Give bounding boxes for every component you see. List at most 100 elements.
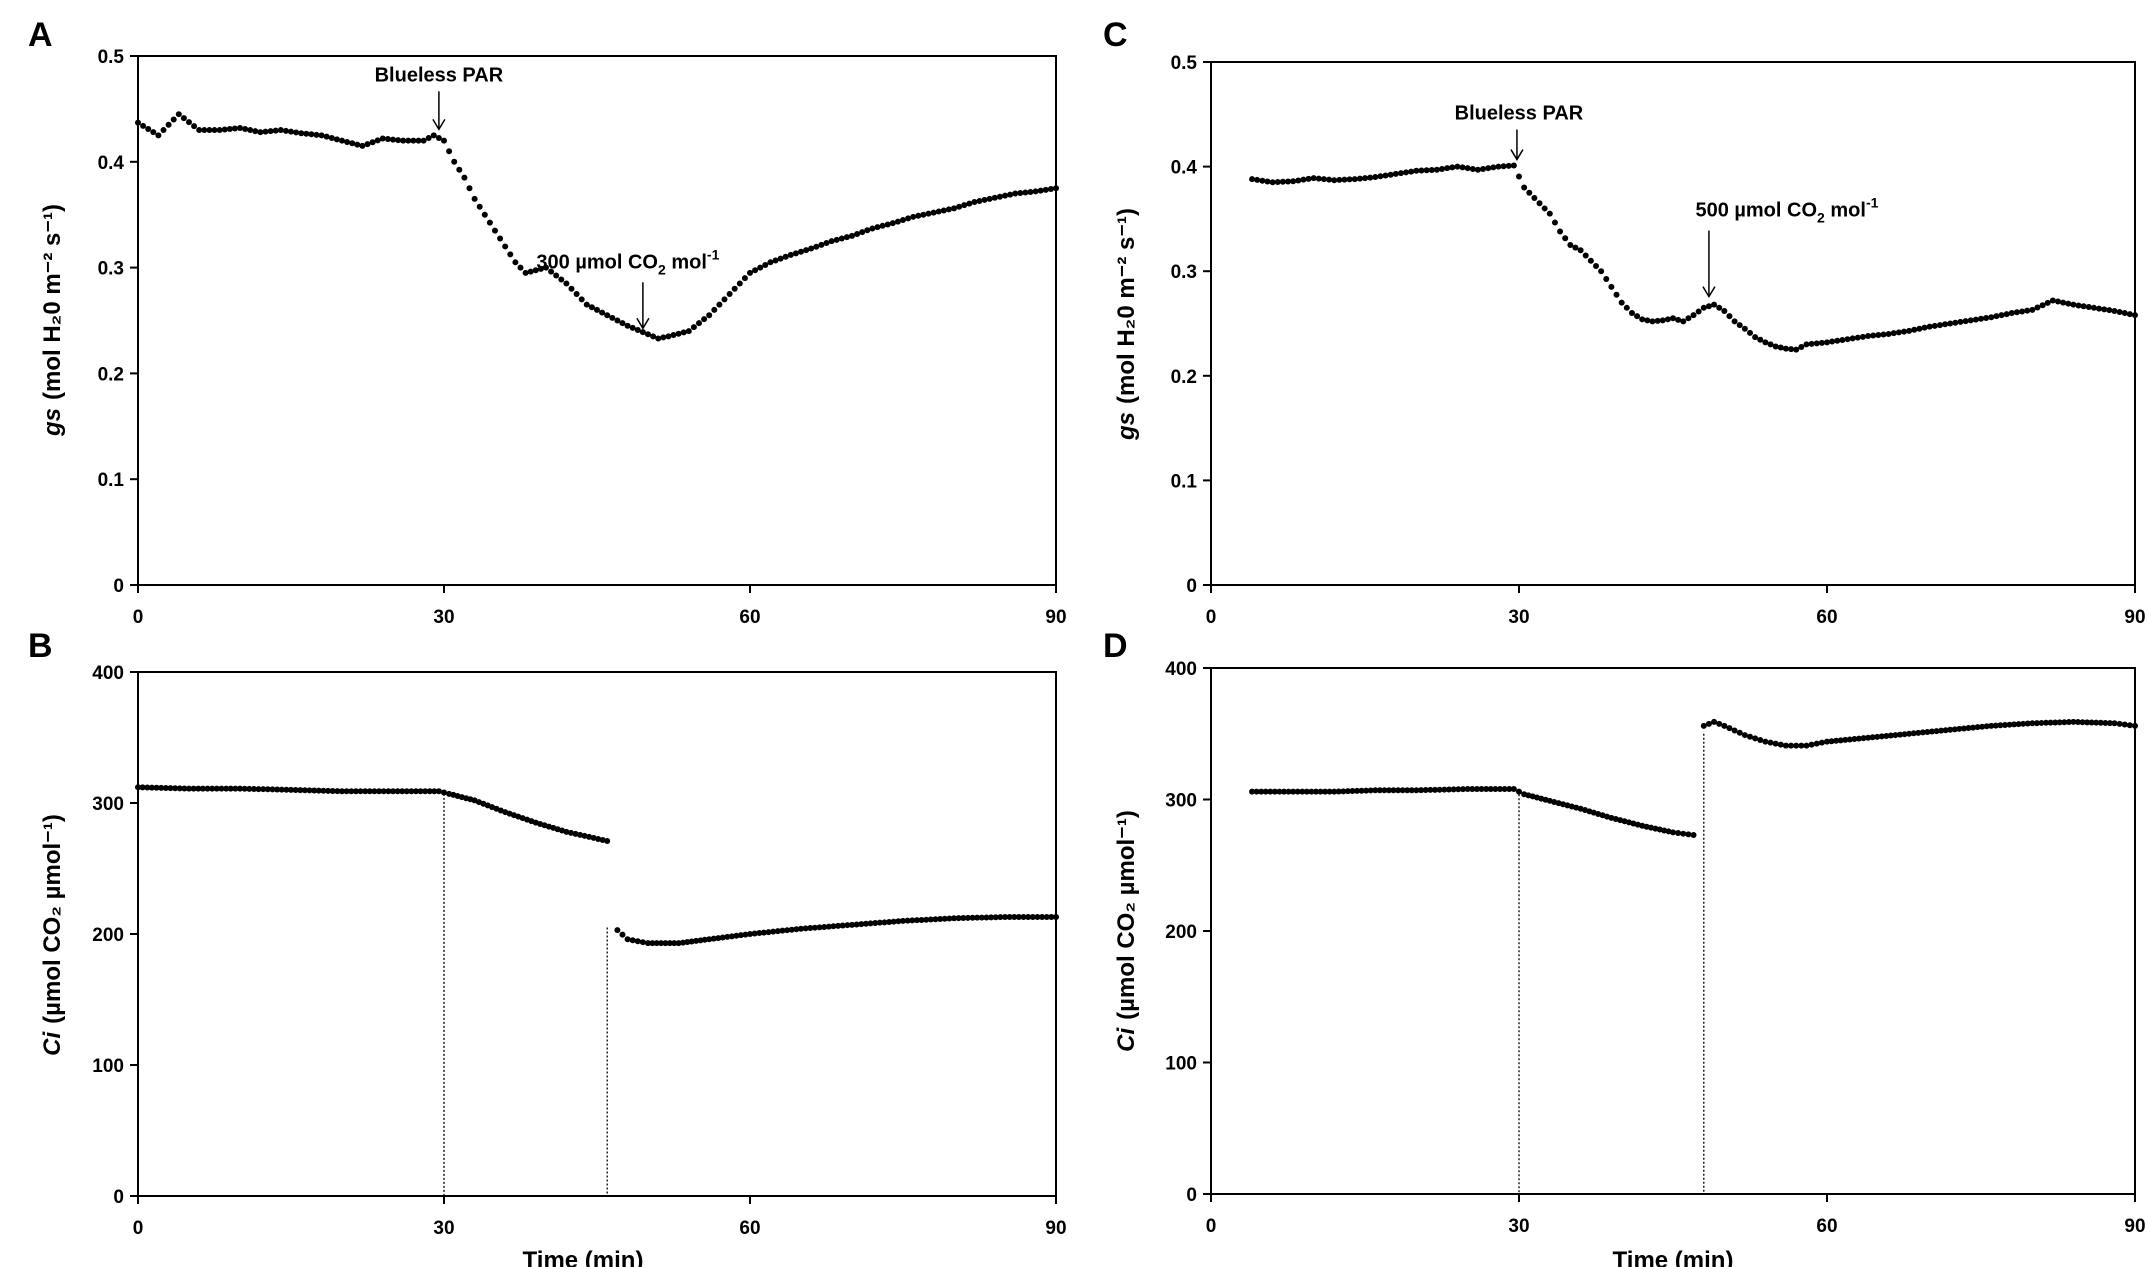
y-axis-title-d: Ci (µmol CO₂ µmol⁻¹)	[1113, 810, 1140, 1052]
data-point-a-115	[721, 296, 728, 303]
data-point-d-44	[1450, 786, 1457, 793]
data-point-b-140	[779, 927, 786, 934]
y-axis-title-a: gs (mol H₂0 m⁻² s⁻¹)	[39, 204, 66, 437]
data-point-b-1	[139, 784, 146, 791]
y-axis-c: 0 0.1 0.2 0.3 0.4 0.5	[1171, 53, 1211, 597]
data-point-c-39	[1449, 164, 1456, 171]
y-axis-title-c: gs (mol H₂0 m⁻² s⁻¹)	[1113, 208, 1140, 441]
data-point-c-131	[1921, 324, 1928, 331]
data-point-a-155	[925, 210, 932, 217]
data-point-d-108	[1752, 735, 1759, 742]
data-point-d-100	[1711, 718, 1718, 725]
data-point-c-163	[2085, 304, 2092, 311]
data-point-c-25	[1377, 173, 1384, 180]
data-point-b-158	[862, 920, 869, 927]
data-point-a-17	[221, 126, 228, 133]
data-point-d-23	[1354, 787, 1361, 794]
data-point-b-106	[624, 936, 631, 943]
data-point-d-161	[2001, 721, 2008, 728]
data-point-b-163	[886, 918, 893, 925]
data-point-b-40	[320, 787, 327, 794]
data-point-b-169	[913, 917, 920, 924]
data-point-d-128	[1851, 736, 1858, 743]
data-point-d-139	[1901, 731, 1908, 738]
data-point-d-119	[1808, 741, 1815, 748]
data-points-c	[1249, 162, 2138, 353]
data-point-c-162	[2080, 303, 2087, 310]
y-tick-label-a-2: 0.2	[98, 364, 124, 385]
data-point-d-135	[1883, 732, 1890, 739]
y-tick-label-c-4: 0.4	[1171, 158, 1198, 179]
data-point-a-99	[639, 329, 646, 336]
data-point-a-1	[140, 122, 147, 129]
data-point-c-134	[1936, 322, 1943, 329]
data-point-a-161	[956, 203, 963, 210]
data-point-c-120	[1865, 333, 1872, 340]
panel-a: A 0 0.1 0.2 0.3 0.4 0.5 0 30 60 90 gs (mol H₂0 m⁻…	[28, 16, 1067, 628]
data-point-a-8	[175, 111, 182, 118]
data-point-a-165	[976, 197, 983, 204]
data-point-a-54	[410, 137, 417, 144]
data-point-c-21	[1356, 175, 1363, 182]
data-point-a-23	[252, 128, 259, 135]
data-point-c-133	[1931, 322, 1938, 329]
data-point-b-178	[955, 915, 962, 922]
data-points-b	[135, 784, 1059, 947]
data-point-b-32	[283, 786, 290, 793]
data-point-c-159	[2065, 300, 2072, 307]
data-point-a-48	[379, 135, 386, 142]
data-point-d-166	[2024, 720, 2031, 727]
data-point-a-32	[298, 130, 305, 137]
data-point-c-91	[1716, 304, 1723, 311]
data-point-a-41	[344, 138, 351, 145]
y-tick-label-c-1: 0.1	[1171, 471, 1198, 492]
data-point-c-99	[1757, 336, 1764, 343]
data-point-b-171	[923, 916, 930, 923]
data-point-d-164	[2015, 721, 2022, 728]
data-point-a-104	[665, 333, 672, 340]
data-point-b-14	[199, 785, 206, 792]
data-point-b-153	[839, 922, 846, 929]
data-point-d-102	[1721, 722, 1728, 729]
data-point-a-172	[1012, 190, 1019, 197]
data-point-d-20	[1340, 788, 1347, 795]
data-point-c-85	[1685, 315, 1692, 322]
data-point-d-28	[1376, 787, 1383, 794]
data-point-b-114	[662, 940, 669, 947]
data-point-b-11	[186, 785, 192, 792]
data-point-b-128	[724, 933, 731, 940]
data-point-b-18	[218, 785, 225, 792]
data-point-d-156	[1979, 723, 1986, 730]
data-point-c-4	[1269, 179, 1276, 186]
data-point-b-58	[403, 788, 410, 795]
data-point-c-146	[1998, 312, 2005, 319]
data-point-c-83	[1675, 316, 1682, 323]
data-point-a-151	[905, 215, 912, 222]
data-point-a-40	[339, 137, 345, 144]
data-point-b-156	[853, 921, 860, 928]
data-point-c-148	[2008, 310, 2015, 317]
annotation-arrowhead-c-1	[1702, 286, 1716, 299]
data-point-c-70	[1608, 283, 1615, 290]
data-point-a-12	[196, 127, 203, 134]
data-point-d-9	[1290, 788, 1297, 795]
data-point-b-141	[784, 927, 791, 934]
data-point-a-125	[772, 257, 779, 264]
data-point-a-157	[935, 208, 942, 215]
data-point-a-108	[685, 328, 692, 335]
data-point-b-155	[849, 921, 855, 928]
data-point-b-65	[435, 788, 442, 795]
data-point-b-183	[978, 914, 985, 921]
data-point-d-42	[1441, 786, 1448, 793]
y-tick-label-c-2: 0.2	[1171, 367, 1197, 388]
data-point-d-110	[1762, 738, 1769, 745]
data-point-c-172	[2132, 312, 2138, 319]
panel-letter-c: C	[1103, 16, 1128, 54]
data-point-d-31	[1390, 787, 1397, 794]
data-point-c-116	[1844, 336, 1851, 343]
data-point-d-46	[1460, 786, 1466, 793]
data-point-c-76	[1639, 316, 1646, 323]
data-point-c-154	[2039, 302, 2046, 309]
data-point-a-105	[670, 332, 677, 339]
